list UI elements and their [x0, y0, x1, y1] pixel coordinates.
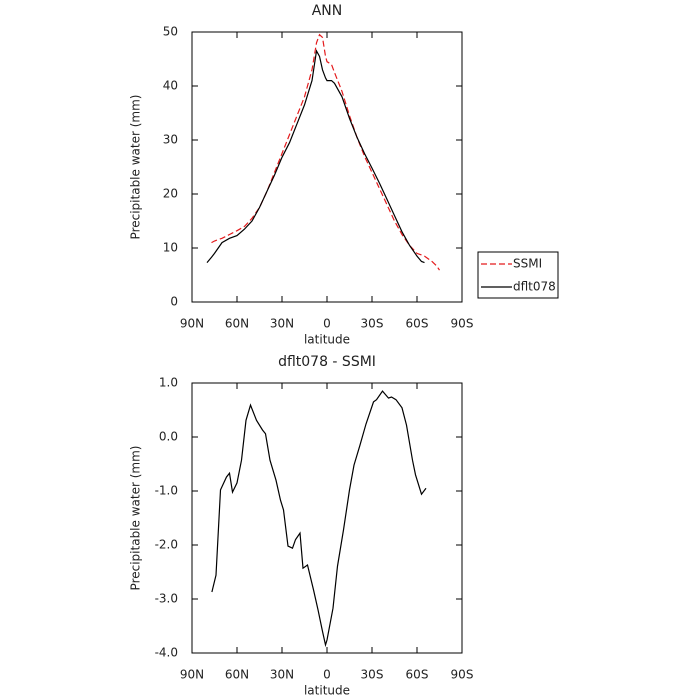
y-tick-label: 1.0 — [159, 376, 178, 390]
y-tick-label: 20 — [163, 187, 178, 201]
data-line — [211, 33, 440, 271]
x-tick-label: 90N — [180, 668, 204, 682]
y-tick-label: 40 — [163, 79, 178, 93]
x-tick-label: 60S — [406, 317, 429, 331]
x-tick-label: 30N — [270, 668, 294, 682]
x-tick-label: 90N — [180, 317, 204, 331]
x-tick-label: 60N — [225, 668, 249, 682]
y-tick-label: 50 — [163, 25, 178, 39]
y-tick-label: 10 — [163, 241, 178, 255]
y-tick-label: 0.0 — [159, 430, 178, 444]
y-axis-label: Precipitable water (mm) — [129, 446, 143, 591]
y-tick-label: -4.0 — [155, 646, 178, 660]
x-axis-label: latitude — [304, 333, 350, 347]
y-tick-label: 30 — [163, 133, 178, 147]
chart-title: dflt078 - SSMI — [278, 354, 376, 370]
x-tick-label: 90S — [451, 668, 474, 682]
y-tick-label: 0 — [170, 295, 178, 309]
x-tick-label: 30N — [270, 317, 294, 331]
legend-box — [477, 251, 559, 299]
x-tick-label: 0 — [323, 668, 331, 682]
y-axis-label: Precipitable water (mm) — [129, 95, 143, 240]
x-axis-label: latitude — [304, 684, 350, 698]
y-tick-label: -3.0 — [155, 592, 178, 606]
chart-title: ANN — [312, 3, 343, 19]
data-line — [206, 49, 425, 264]
x-tick-label: 30S — [361, 668, 384, 682]
x-tick-label: 0 — [323, 317, 331, 331]
y-tick-label: -1.0 — [155, 484, 178, 498]
plot-frame — [191, 382, 463, 654]
x-tick-label: 30S — [361, 317, 384, 331]
x-tick-label: 90S — [451, 317, 474, 331]
data-line — [211, 390, 427, 648]
legend-label: SSMI — [513, 257, 542, 271]
x-tick-label: 60S — [406, 668, 429, 682]
y-tick-label: -2.0 — [155, 538, 178, 552]
legend-label: dflt078 — [513, 280, 556, 294]
x-tick-label: 60N — [225, 317, 249, 331]
